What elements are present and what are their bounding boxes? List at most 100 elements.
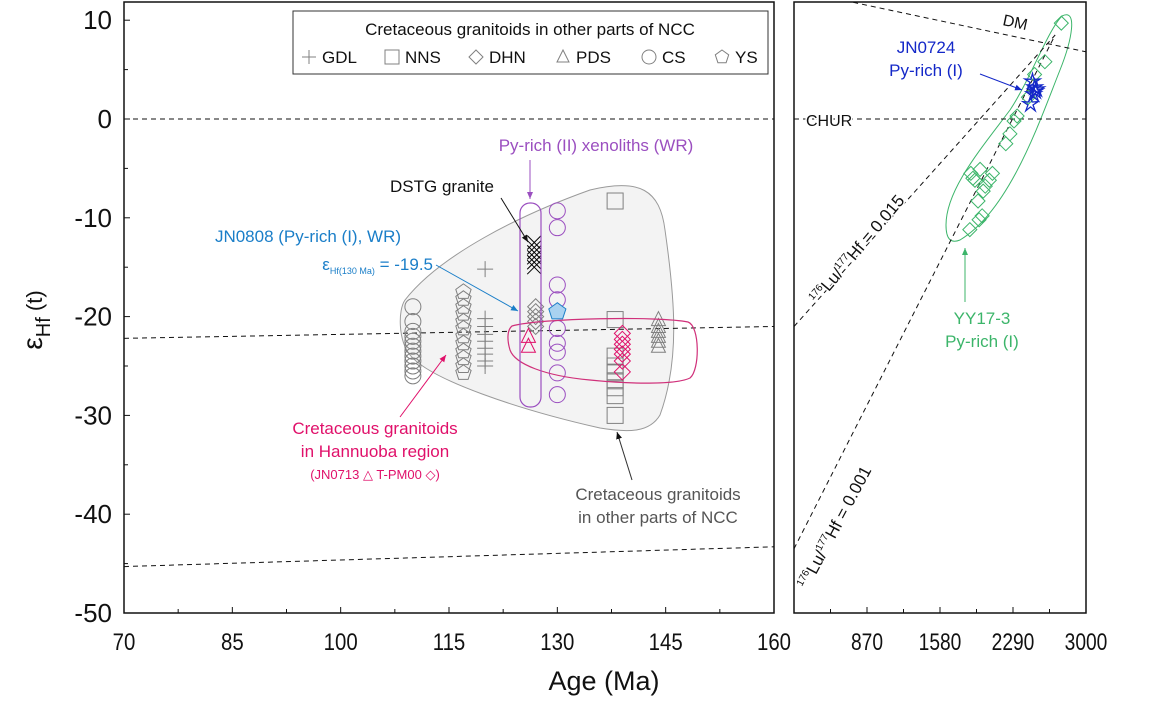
- y-tick-label: -30: [74, 400, 112, 430]
- ref-line-evolution-lower: [123, 546, 775, 568]
- ncc-label-1: Cretaceous granitoids: [575, 485, 740, 504]
- data-point-diamond: [984, 165, 1001, 182]
- data-point-circle: [404, 298, 422, 316]
- x-tick-label: 160: [757, 628, 791, 655]
- subscript: Hf(130 Ma): [330, 266, 375, 276]
- x-tick-label: 85: [221, 628, 244, 655]
- data-point-diamond: [1053, 15, 1070, 31]
- data-point-star: [1022, 71, 1043, 90]
- x-axis-title: Age (Ma): [548, 666, 659, 696]
- hannuoba-label-1: Cretaceous granitoids: [292, 419, 457, 438]
- jn0808-ehf-label: εHf(130 Ma) = -19.5: [322, 255, 433, 276]
- x-tick-label: 1580: [919, 628, 962, 656]
- svg-text:εHf (t): εHf (t): [17, 290, 55, 349]
- data-point-star: [1020, 93, 1041, 113]
- data-point-circle: [404, 313, 422, 331]
- y-tick-label: -50: [74, 598, 112, 628]
- data-point-diamond: [972, 161, 988, 178]
- legend-label: DHN: [489, 48, 526, 67]
- data-point-circle: [404, 337, 422, 355]
- pyrich-ii-label: Py-rich (II) xenoliths (WR): [499, 136, 694, 155]
- legend-label: YS: [735, 48, 758, 67]
- data-point-diamond: [975, 183, 991, 199]
- data-point-diamond: [998, 135, 1014, 152]
- y-tick-label: -40: [74, 499, 112, 529]
- jn0724-label-1: JN0724: [897, 38, 956, 57]
- data-point-diamond: [974, 208, 990, 224]
- data-point-x: [526, 259, 542, 275]
- data-point-star: [1025, 80, 1046, 100]
- y-tick-label: 0: [98, 104, 112, 134]
- y-tick-label: 10: [83, 5, 112, 35]
- x-tick-label: 145: [649, 628, 683, 655]
- data-point-triangle: [520, 337, 537, 353]
- hannuoba-label-3: (JN0713 △ T-PM00 ◇): [310, 467, 440, 482]
- data-point-circle: [548, 202, 566, 220]
- data-point-circle: [404, 332, 422, 350]
- data-point-circle: [548, 219, 566, 237]
- legend-triangle-icon: [556, 48, 570, 63]
- data-point-diamond: [971, 212, 987, 228]
- x-tick-label: 870: [851, 628, 883, 656]
- legend-label: NNS: [405, 48, 441, 67]
- data-point-diamond: [970, 193, 986, 209]
- data-point-pentagon: [455, 364, 472, 380]
- jn0808-arrow: [435, 264, 519, 312]
- chur-label: CHUR: [806, 113, 852, 130]
- ref-line: [849, 2, 1086, 53]
- data-point-diamond: [977, 178, 993, 194]
- ref-line: [794, 34, 1056, 550]
- data-point-circle: [548, 334, 566, 352]
- data-point-diamond: [613, 335, 632, 353]
- ncc-field-envelope: [399, 185, 675, 432]
- legend-title: Cretaceous granitoids in other parts of …: [365, 20, 695, 39]
- data-point-circle: [404, 362, 422, 380]
- data-point-square: [606, 192, 624, 210]
- data-point-diamond: [613, 345, 632, 363]
- data-point-circle: [404, 327, 422, 345]
- legend-pentagon-icon: [714, 49, 730, 64]
- legend: Cretaceous granitoids in other parts of …: [292, 10, 769, 75]
- lu-hf-015-label: 176Lu/177Hf = 0.015: [807, 191, 909, 307]
- data-point-diamond: [1002, 126, 1018, 142]
- data-point-circle: [404, 342, 422, 360]
- data-point-circle: [404, 347, 422, 365]
- dstg-arrow: [500, 197, 529, 243]
- data-point-diamond: [613, 352, 632, 370]
- yy17-3-label-1: YY17-3: [954, 309, 1011, 328]
- x-tick-label: 130: [540, 628, 574, 655]
- x-tick-label: 115: [433, 628, 466, 655]
- ref-line: [794, 34, 1056, 327]
- data-point-pentagon: [548, 302, 567, 320]
- data-point-diamond: [613, 330, 632, 349]
- data-point-circle: [404, 357, 422, 375]
- data-point-circle: [404, 367, 422, 385]
- x-tick-label: 2290: [992, 628, 1035, 656]
- data-point-diamond: [981, 172, 998, 188]
- data-point-diamond: [613, 363, 632, 381]
- jn0808-label: JN0808 (Py-rich (I), WR): [215, 227, 401, 246]
- hannuoba-field-envelope: [507, 317, 698, 384]
- legend-square-icon: [384, 49, 400, 65]
- data-point-diamond: [613, 340, 632, 358]
- data-point-square: [606, 406, 624, 424]
- data-point-diamond: [1006, 113, 1022, 129]
- data-point-triangle: [650, 332, 667, 348]
- data-point-x: [526, 254, 542, 270]
- legend-label: GDL: [322, 48, 357, 67]
- data-point-diamond: [967, 172, 983, 188]
- data-point-diamond: [1037, 53, 1053, 70]
- legend-label: CS: [662, 48, 686, 67]
- right-panel: 870 1580 2290 3000 JN0724 Py-rich (I) YY17-…: [793, 1, 1108, 656]
- data-point-circle: [548, 343, 566, 361]
- x-tick-label: 100: [324, 628, 358, 655]
- data-point-plus: [477, 358, 494, 374]
- data-point-circle: [548, 386, 566, 404]
- data-point-pentagon: [455, 357, 472, 373]
- yy17-3-label-2: Py-rich (I): [945, 332, 1019, 351]
- x-tick-label: 3000: [1065, 628, 1108, 656]
- ehf-value: = -19.5: [375, 255, 433, 274]
- data-point-circle: [404, 352, 422, 370]
